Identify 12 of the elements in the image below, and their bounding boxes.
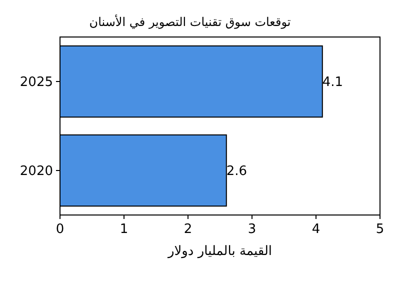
x-tick-label: 0 <box>56 222 64 237</box>
x-tick-label: 3 <box>248 222 256 237</box>
chart-title: توقعات سوق تقنيات التصوير في الأسنان <box>89 14 291 29</box>
y-tick-label: 2020 <box>20 164 53 180</box>
x-tick-label: 1 <box>120 222 128 237</box>
x-tick-label: 5 <box>376 222 384 237</box>
data-label: 4.1 <box>322 75 344 90</box>
data-label: 2.6 <box>226 164 248 180</box>
x-tick-label: 4 <box>312 222 320 237</box>
x-axis-title: القيمة بالمليار دولار <box>166 244 272 259</box>
x-tick-label: 2 <box>184 222 192 237</box>
y-tick-label: 2025 <box>20 75 53 90</box>
